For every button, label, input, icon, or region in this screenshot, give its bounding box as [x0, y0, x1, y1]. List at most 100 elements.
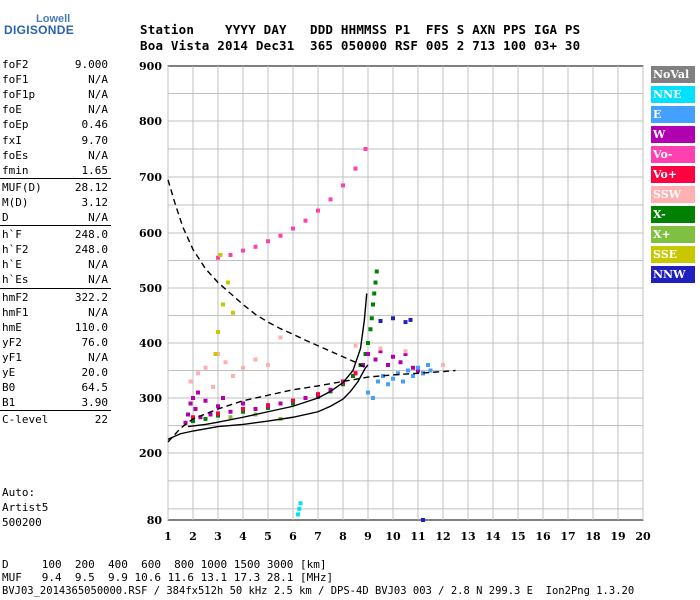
data-point	[378, 346, 383, 351]
param-name: C-level	[2, 413, 49, 427]
data-point	[421, 371, 425, 376]
param-separator	[0, 177, 111, 179]
param-row: MUF(D) 28.12	[2, 181, 108, 195]
data-point	[228, 409, 233, 414]
data-point	[196, 371, 200, 376]
autoscale-code: 500200	[2, 516, 42, 529]
data-point	[216, 413, 220, 418]
param-separator	[0, 287, 111, 289]
footer-distance-row: D 100 200 400 600 800 1000 1500 3000 [km…	[2, 558, 327, 571]
param-row: C-level 22	[2, 413, 108, 427]
data-point	[401, 379, 405, 384]
legend-item: SSW	[651, 186, 695, 203]
param-value: 64.5	[81, 381, 109, 395]
data-point	[223, 360, 228, 365]
data-point	[297, 506, 302, 511]
param-value: 20.0	[81, 366, 109, 379]
param-value: 3.90	[81, 396, 109, 410]
param-name: fmin	[2, 163, 29, 177]
data-point	[403, 352, 408, 356]
param-row: M(D) 3.12	[2, 196, 108, 210]
data-point	[341, 183, 345, 188]
x-tick-label: 12	[435, 530, 450, 543]
param-row: foE N/A	[2, 103, 108, 117]
data-point	[441, 363, 445, 367]
data-point	[218, 253, 223, 257]
param-name: h`Es	[2, 273, 29, 287]
data-point	[351, 374, 355, 378]
data-point	[416, 368, 420, 373]
data-point	[411, 365, 415, 370]
data-point	[183, 420, 188, 425]
data-point	[316, 208, 320, 213]
y-tick-label: 500	[139, 282, 162, 295]
param-name: B0	[2, 381, 16, 395]
param-row: yF2 76.0	[2, 336, 108, 350]
param-value: 248.0	[74, 228, 108, 242]
data-point	[208, 412, 213, 417]
y-tick-label: 80	[147, 514, 163, 527]
y-tick-label: 200	[139, 447, 162, 460]
autoscale-program: Artist5	[2, 501, 49, 514]
data-point	[278, 401, 283, 406]
data-point	[241, 407, 245, 411]
data-point	[203, 365, 208, 370]
x-tick-label: 1	[164, 530, 172, 543]
param-row: hmF1 N/A	[2, 306, 108, 320]
param-name: yF1	[2, 350, 22, 364]
param-name: hmE	[2, 320, 22, 334]
data-point	[266, 363, 270, 367]
data-point	[398, 360, 403, 365]
data-point	[231, 310, 235, 315]
param-value: 3.12	[81, 195, 109, 209]
param-name: hmF1	[2, 305, 29, 319]
x-tick-label: 16	[535, 530, 551, 543]
data-point	[198, 415, 203, 420]
y-tick-label: 800	[139, 115, 162, 128]
param-name: h`F2	[2, 243, 29, 257]
param-row: h`E N/A	[2, 258, 108, 272]
param-row: D N/A	[2, 211, 108, 225]
param-value: N/A	[88, 148, 108, 162]
y-tick-label: 900	[139, 60, 162, 73]
param-name: foEs	[2, 148, 29, 162]
footer-muf-row: MUF 9.4 9.5 9.9 10.6 11.6 13.1 17.3 28.1…	[2, 571, 334, 584]
data-point	[371, 396, 375, 400]
data-point	[216, 404, 220, 409]
trace-line	[167, 179, 366, 369]
data-point	[216, 411, 220, 416]
x-tick-label: 9	[364, 530, 372, 543]
data-point	[363, 352, 368, 356]
x-tick-label: 14	[485, 530, 501, 543]
param-value: 322.2	[74, 290, 108, 304]
data-point	[188, 401, 193, 406]
data-point	[396, 371, 400, 376]
logo-digisonde: DIGISONDE	[4, 23, 75, 37]
legend-item: NNE	[651, 86, 695, 103]
data-point	[241, 365, 245, 370]
legend-item: W	[651, 126, 695, 143]
data-point	[191, 396, 195, 400]
data-point	[366, 341, 370, 345]
y-tick-label: 400	[139, 337, 162, 350]
data-point	[193, 407, 198, 411]
data-point	[316, 392, 320, 397]
legend-item: NoVal	[651, 66, 695, 83]
data-point	[372, 291, 377, 296]
data-point	[391, 376, 395, 381]
data-point	[186, 412, 190, 417]
param-name: foF2	[2, 58, 29, 71]
param-row: foEs N/A	[2, 149, 108, 163]
data-point	[374, 269, 379, 274]
param-name: B1	[2, 396, 16, 410]
param-row: foF2 9.000	[2, 58, 108, 72]
data-point	[241, 248, 245, 253]
data-point	[191, 415, 195, 420]
param-name: foE	[2, 103, 22, 117]
ionogram-chart: 1 2 3 4 5 6 7 8 9 10 11 12 13 14 15 16 17 18 19 20802003004…	[139, 60, 651, 543]
param-row: yE 20.0	[2, 366, 108, 380]
data-point	[241, 401, 245, 406]
x-tick-label: 8	[339, 530, 347, 543]
data-point	[253, 357, 258, 362]
data-point	[211, 385, 215, 389]
